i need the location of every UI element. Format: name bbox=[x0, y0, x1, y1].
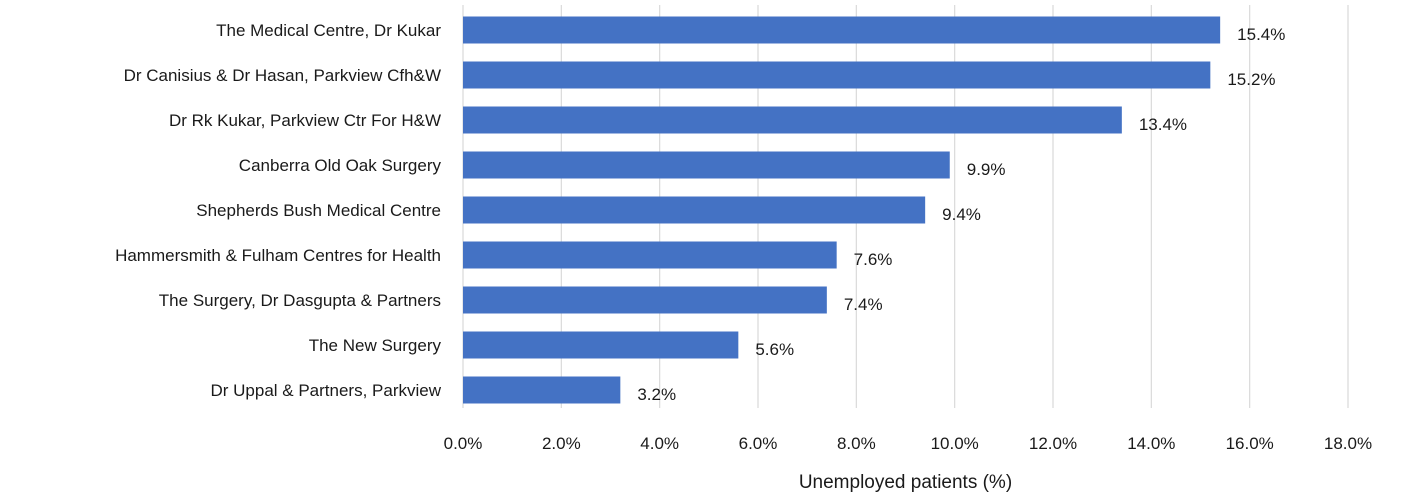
category-label: The New Surgery bbox=[309, 336, 442, 355]
x-tick-labels: 0.0% 2.0% 4.0% 6.0% 8.0% 10.0% 12.0% 14.0% 16.0%… bbox=[444, 434, 1372, 453]
x-tick-label: 8.0% bbox=[837, 434, 876, 453]
bar bbox=[463, 16, 1221, 44]
category-label: The Medical Centre, Dr Kukar bbox=[216, 21, 441, 40]
bar bbox=[463, 151, 950, 179]
bar bbox=[463, 106, 1122, 134]
x-tick-label: 10.0% bbox=[931, 434, 979, 453]
category-labels: The Medical Centre, Dr Kukar Dr Canisius … bbox=[115, 21, 442, 400]
data-label: 5.6% bbox=[755, 340, 794, 359]
category-label: Hammersmith & Fulham Centres for Health bbox=[115, 246, 441, 265]
data-label: 15.2% bbox=[1227, 70, 1275, 89]
bars bbox=[463, 16, 1221, 404]
data-label: 15.4% bbox=[1237, 25, 1285, 44]
bar bbox=[463, 286, 827, 314]
category-label: Dr Uppal & Partners, Parkview bbox=[210, 381, 441, 400]
bar bbox=[463, 376, 621, 404]
x-tick-label: 6.0% bbox=[739, 434, 778, 453]
data-label: 9.9% bbox=[967, 160, 1006, 179]
x-tick-label: 18.0% bbox=[1324, 434, 1372, 453]
bar bbox=[463, 331, 739, 359]
data-label: 9.4% bbox=[942, 205, 981, 224]
x-tick-label: 2.0% bbox=[542, 434, 581, 453]
data-label: 7.6% bbox=[854, 250, 893, 269]
x-tick-label: 4.0% bbox=[640, 434, 679, 453]
bar bbox=[463, 196, 926, 224]
data-label: 3.2% bbox=[637, 385, 676, 404]
category-label: Shepherds Bush Medical Centre bbox=[196, 201, 441, 220]
category-label: Dr Rk Kukar, Parkview Ctr For H&W bbox=[169, 111, 441, 130]
data-label: 13.4% bbox=[1139, 115, 1187, 134]
category-label: Dr Canisius & Dr Hasan, Parkview Cfh&W bbox=[124, 66, 441, 85]
x-tick-label: 14.0% bbox=[1127, 434, 1175, 453]
x-tick-label: 16.0% bbox=[1226, 434, 1274, 453]
x-tick-label: 12.0% bbox=[1029, 434, 1077, 453]
bar bbox=[463, 241, 837, 269]
bar bbox=[463, 61, 1211, 89]
category-label: The Surgery, Dr Dasgupta & Partners bbox=[159, 291, 441, 310]
data-label: 7.4% bbox=[844, 295, 883, 314]
data-labels: 15.4% 15.2% 13.4% 9.9% 9.4% 7.6% 7.4% 5.6% 3.2% bbox=[637, 25, 1285, 404]
category-label: Canberra Old Oak Surgery bbox=[239, 156, 442, 175]
x-tick-label: 0.0% bbox=[444, 434, 483, 453]
x-axis-title: Unemployed patients (%) bbox=[799, 472, 1012, 493]
